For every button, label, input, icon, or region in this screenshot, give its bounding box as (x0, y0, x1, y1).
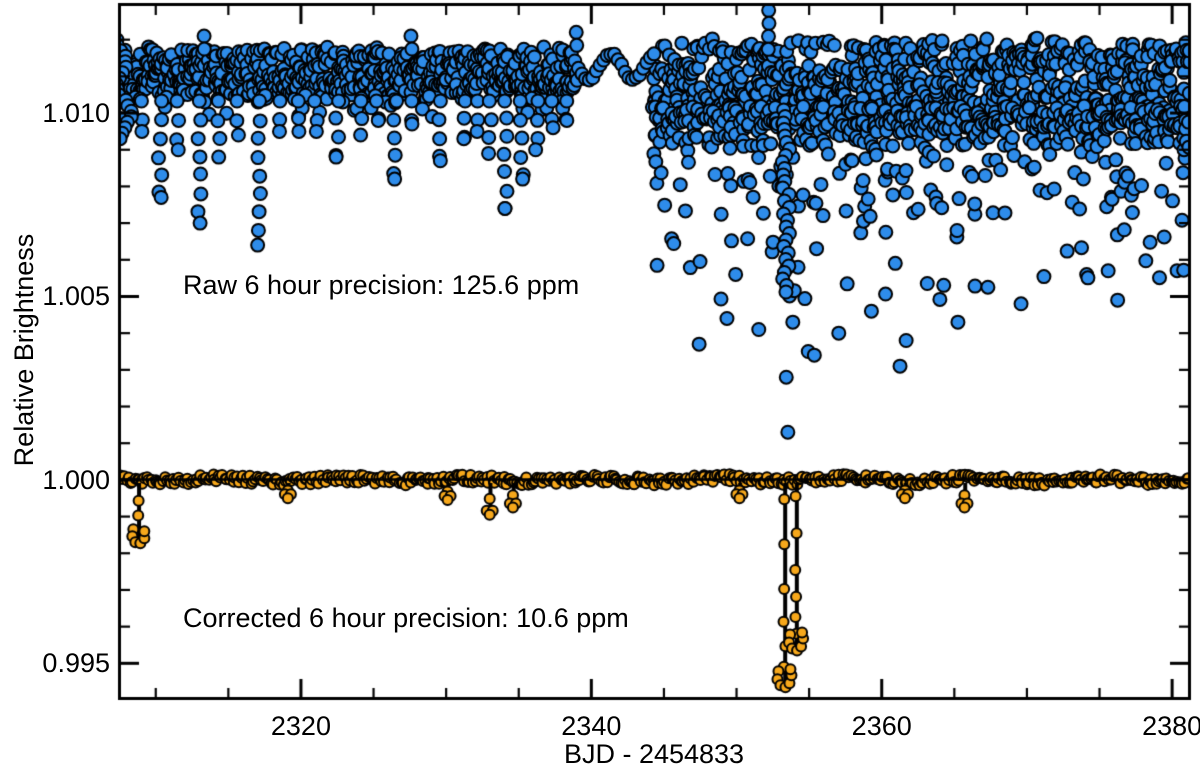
y-tick-label-1.010: 1.010 (42, 98, 110, 129)
x-tick-label-2320: 2320 (270, 711, 331, 741)
x-tick-label-2340: 2340 (561, 711, 622, 741)
y-axis-title: Relative Brightness (9, 233, 39, 467)
raw-precision-annotation: Raw 6 hour precision: 125.6 ppm (183, 270, 580, 300)
corrected-precision-annotation: Corrected 6 hour precision: 10.6 ppm (183, 603, 629, 633)
y-tick-label-1.000: 1.000 (42, 464, 110, 495)
y-tick-label-1.005: 1.005 (42, 281, 110, 312)
x-tick-label-2360: 2360 (851, 711, 912, 741)
x-tick-label-2380: 2380 (1142, 711, 1200, 741)
y-tick-label-0.995: 0.995 (42, 648, 110, 679)
x-axis-title: BJD - 2454833 (563, 739, 745, 768)
